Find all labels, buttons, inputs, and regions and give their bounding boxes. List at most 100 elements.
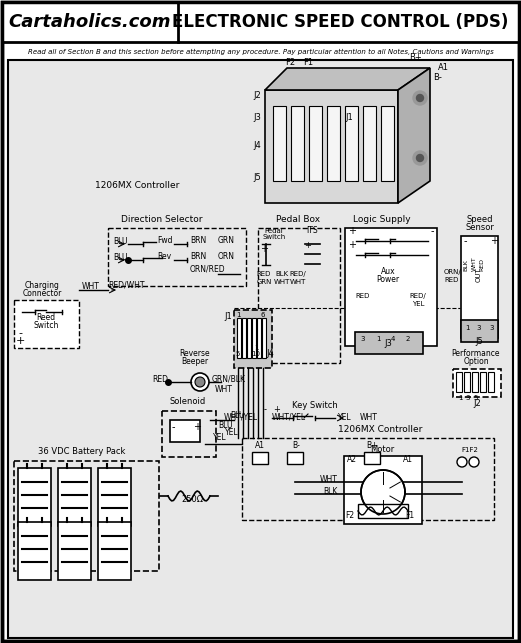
Text: J3: J3 [253,114,261,123]
Text: YEL: YEL [213,433,227,442]
Text: 10: 10 [252,351,260,357]
Text: Option: Option [463,357,489,366]
Text: BRN: BRN [190,252,206,261]
Text: Switch: Switch [33,321,59,330]
Text: Charging: Charging [24,281,59,290]
Text: WHT: WHT [472,257,477,271]
Text: B-: B- [433,73,442,82]
Circle shape [416,95,424,102]
Text: F2: F2 [345,511,355,520]
Bar [98,468,131,526]
Bar [108,228,246,286]
Text: +: + [348,226,356,236]
Text: ORN/: ORN/ [443,269,461,275]
Text: 5: 5 [236,351,240,357]
Text: Reed: Reed [36,313,56,322]
Bar [345,228,437,346]
Text: 1: 1 [236,312,241,318]
Bar [262,318,266,358]
Text: Pedal: Pedal [265,228,283,234]
Bar [273,106,286,181]
Text: F2: F2 [285,58,295,67]
Text: WHT: WHT [320,475,338,484]
Text: BLK: BLK [464,259,468,271]
Text: Reverse: Reverse [180,349,210,358]
Bar [247,318,251,358]
Text: +: + [305,241,312,250]
Text: +: + [15,336,24,346]
Bar [234,310,272,368]
Text: GRN: GRN [256,279,271,285]
Text: A1: A1 [255,441,265,450]
Bar [98,522,131,580]
Bar [381,106,394,181]
Text: Cartaholics.com: Cartaholics.com [8,13,170,31]
Bar [309,106,322,181]
Bar [344,456,422,524]
Bar [258,228,340,363]
Text: -: - [430,226,434,236]
Bar [364,452,380,464]
Bar [472,372,478,392]
Bar [480,372,486,392]
Text: RED: RED [257,271,271,277]
Text: 6: 6 [260,312,265,318]
Text: 36 VDC Battery Pack: 36 VDC Battery Pack [39,447,126,456]
Text: 250Ω: 250Ω [181,495,203,504]
Text: J4: J4 [253,141,261,150]
Bar [2,2,519,42]
Text: F1: F1 [303,58,313,67]
Text: ORN: ORN [218,252,235,261]
Text: Motor: Motor [370,445,394,454]
Text: RED: RED [445,277,459,283]
Text: 3: 3 [361,336,365,342]
Text: ITS: ITS [306,226,318,235]
Text: Power: Power [377,275,400,284]
Text: -: - [264,405,267,414]
Text: -: - [171,422,175,432]
Text: RED/: RED/ [290,271,306,277]
Bar [453,369,501,397]
Polygon shape [398,68,430,203]
Bar [456,372,462,392]
Text: RED/: RED/ [410,293,426,299]
Bar [58,522,91,580]
Bar [14,300,79,348]
Text: WHT: WHT [82,282,100,291]
Text: F1F2: F1F2 [462,447,478,453]
Text: BRN: BRN [190,236,206,245]
Text: Aux: Aux [381,267,395,276]
Text: WHT: WHT [360,413,378,422]
Text: Connector: Connector [22,289,61,298]
Text: ELECTRONIC SPEED CONTROL (PDS): ELECTRONIC SPEED CONTROL (PDS) [172,13,508,31]
Text: BLU: BLU [218,421,233,430]
Bar [8,60,513,638]
Text: -: - [463,236,467,246]
Circle shape [416,154,424,161]
Polygon shape [265,68,430,90]
Text: +: + [490,236,498,246]
Text: Beeper: Beeper [181,357,208,366]
Bar [162,411,216,457]
Text: WHT/YEL: WHT/YEL [224,413,258,422]
Circle shape [469,457,479,467]
Text: RED: RED [356,293,370,299]
Text: J1: J1 [224,312,232,321]
Text: Solenoid: Solenoid [170,397,206,406]
Text: J2: J2 [473,399,481,408]
Text: BLK: BLK [276,271,289,277]
Text: 1: 1 [458,395,462,401]
Text: WHT: WHT [290,279,306,285]
Text: OUT: OUT [476,267,482,282]
Text: Performance: Performance [452,349,500,358]
Bar [345,106,358,181]
Text: BLU: BLU [114,237,128,246]
Bar [257,318,261,358]
Text: B+: B+ [410,53,423,62]
Text: +: + [260,244,268,254]
Text: Switch: Switch [263,234,286,240]
Text: +: + [274,405,280,414]
Text: BLK: BLK [324,487,338,496]
Text: Read all of Section B and this section before attempting any procedure. Pay part: Read all of Section B and this section b… [28,49,494,55]
Circle shape [457,457,467,467]
